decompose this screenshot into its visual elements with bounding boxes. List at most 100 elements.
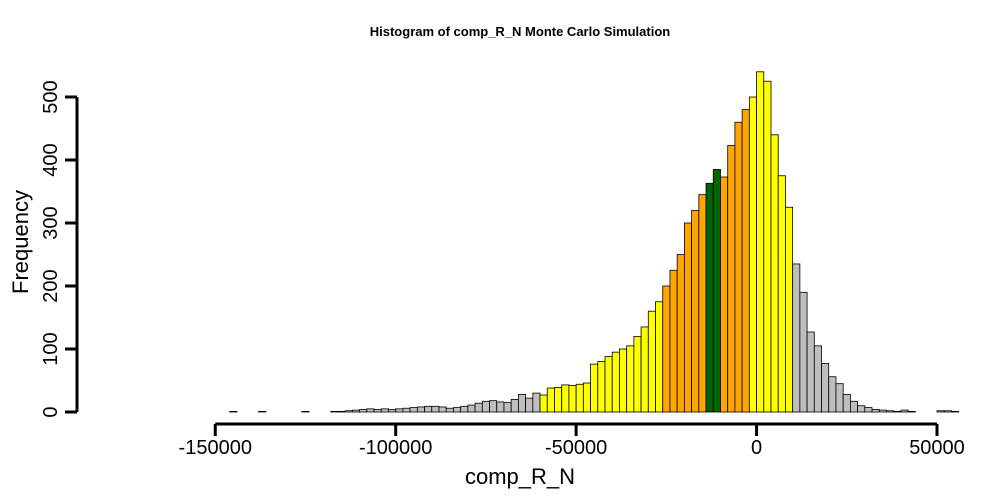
- histogram-bar: [828, 376, 837, 413]
- histogram-bar: [943, 410, 952, 413]
- histogram-bar: [698, 194, 707, 413]
- histogram-bar: [301, 410, 310, 413]
- histogram-bar: [676, 254, 685, 413]
- x-tick-label: -50000: [545, 437, 607, 459]
- histogram-bar: [474, 402, 483, 413]
- y-tick-label: 300: [40, 206, 62, 239]
- histogram-bar: [907, 410, 916, 413]
- histogram-bar: [799, 291, 808, 413]
- histogram-bar: [546, 387, 555, 413]
- histogram-bar: [900, 409, 909, 413]
- histogram-bar: [756, 71, 765, 413]
- histogram-bar: [380, 408, 389, 413]
- histogram-bar: [590, 363, 599, 413]
- histogram-bar: [395, 408, 404, 413]
- histogram-bar: [597, 361, 606, 413]
- histogram-bar: [337, 410, 346, 413]
- histogram-bar: [431, 405, 440, 413]
- histogram-bar: [373, 409, 382, 413]
- y-tick-label: 0: [40, 406, 62, 417]
- histogram-bar: [611, 351, 620, 413]
- x-tick-label: 50000: [909, 437, 965, 459]
- histogram-bar: [351, 409, 361, 413]
- histogram-bar: [683, 222, 693, 413]
- x-tick-label: -100000: [359, 437, 432, 459]
- histogram-bar: [445, 407, 454, 413]
- histogram-bar: [359, 409, 368, 413]
- x-axis-label: comp_R_N: [465, 464, 575, 489]
- histogram-bar: [229, 410, 238, 413]
- histogram-bar: [525, 397, 534, 413]
- histogram-bar: [532, 392, 541, 413]
- histogram-bar: [438, 406, 447, 413]
- x-tick-label: 0: [751, 437, 762, 459]
- histogram-bar: [734, 121, 743, 413]
- histogram-bar: [691, 209, 700, 413]
- y-axis-label: Frequency: [8, 190, 33, 294]
- y-tick-label: 200: [40, 269, 62, 302]
- histogram-bar: [575, 383, 584, 413]
- histogram-bar: [344, 410, 353, 413]
- histogram-bar: [416, 406, 425, 413]
- y-tick-label: 400: [40, 143, 62, 176]
- histogram-bar: [712, 169, 721, 413]
- histogram-bar: [467, 404, 476, 413]
- histogram-bar: [770, 134, 779, 413]
- histogram-bar: [604, 356, 613, 413]
- histogram-bar: [409, 407, 418, 413]
- histogram-bar: [727, 145, 736, 413]
- histogram-bar: [517, 393, 527, 413]
- histogram-bar: [785, 206, 794, 413]
- histogram-bar: [835, 383, 844, 413]
- x-axis: -150000 -100000 -50000 0 50000: [179, 422, 965, 459]
- histogram-bar: [741, 109, 750, 413]
- histogram-bar: [330, 410, 339, 413]
- histogram-bar: [886, 410, 895, 413]
- histogram-bar: [777, 175, 786, 413]
- histogram-bar: [554, 387, 563, 413]
- histogram-bar: [878, 409, 887, 413]
- histogram-bar: [481, 400, 490, 413]
- histogram-bar: [510, 398, 519, 413]
- histogram-bar: [647, 310, 656, 413]
- x-tick-label: -150000: [179, 437, 252, 459]
- y-tick-label: 100: [40, 332, 62, 365]
- histogram-bar: [503, 402, 512, 413]
- histogram-bar: [582, 382, 591, 413]
- histogram-bar: [453, 407, 462, 413]
- y-tick-label: 500: [40, 80, 62, 113]
- histogram-bar: [568, 385, 577, 413]
- histogram-bar: [806, 331, 815, 413]
- histogram-bar: [366, 408, 375, 413]
- histogram-bar: [662, 285, 671, 413]
- histogram-bar: [388, 409, 397, 413]
- y-axis: 0 100 200 300 400 500: [40, 80, 79, 418]
- histogram-bar: [763, 80, 772, 413]
- histogram-bar: [864, 407, 873, 413]
- histogram-bar: [640, 326, 649, 413]
- histogram-bar: [893, 410, 902, 413]
- histogram-bar: [936, 410, 945, 413]
- histogram-bar: [496, 401, 505, 413]
- histogram-bar: [821, 363, 830, 413]
- chart-title: Histogram of comp_R_N Monte Carlo Simula…: [370, 24, 671, 39]
- histogram-bar: [424, 405, 433, 413]
- histogram-bar: [626, 345, 635, 413]
- histogram-bar: [619, 348, 628, 413]
- histogram-bar: [705, 182, 714, 413]
- histogram-bar: [489, 400, 498, 413]
- histogram-bar: [813, 345, 822, 413]
- histogram-bar: [849, 400, 859, 413]
- histogram-bar: [857, 405, 866, 413]
- histogram-bar: [561, 384, 570, 413]
- histogram-bar: [655, 301, 664, 413]
- histogram-bar: [402, 407, 411, 413]
- histogram-bar: [748, 96, 757, 413]
- histogram-bar: [258, 410, 267, 413]
- histogram-bar: [720, 176, 729, 413]
- histogram-bar: [842, 393, 851, 413]
- histogram-bar: [792, 263, 801, 413]
- histogram-bar: [539, 394, 548, 413]
- bars-group: [229, 71, 960, 413]
